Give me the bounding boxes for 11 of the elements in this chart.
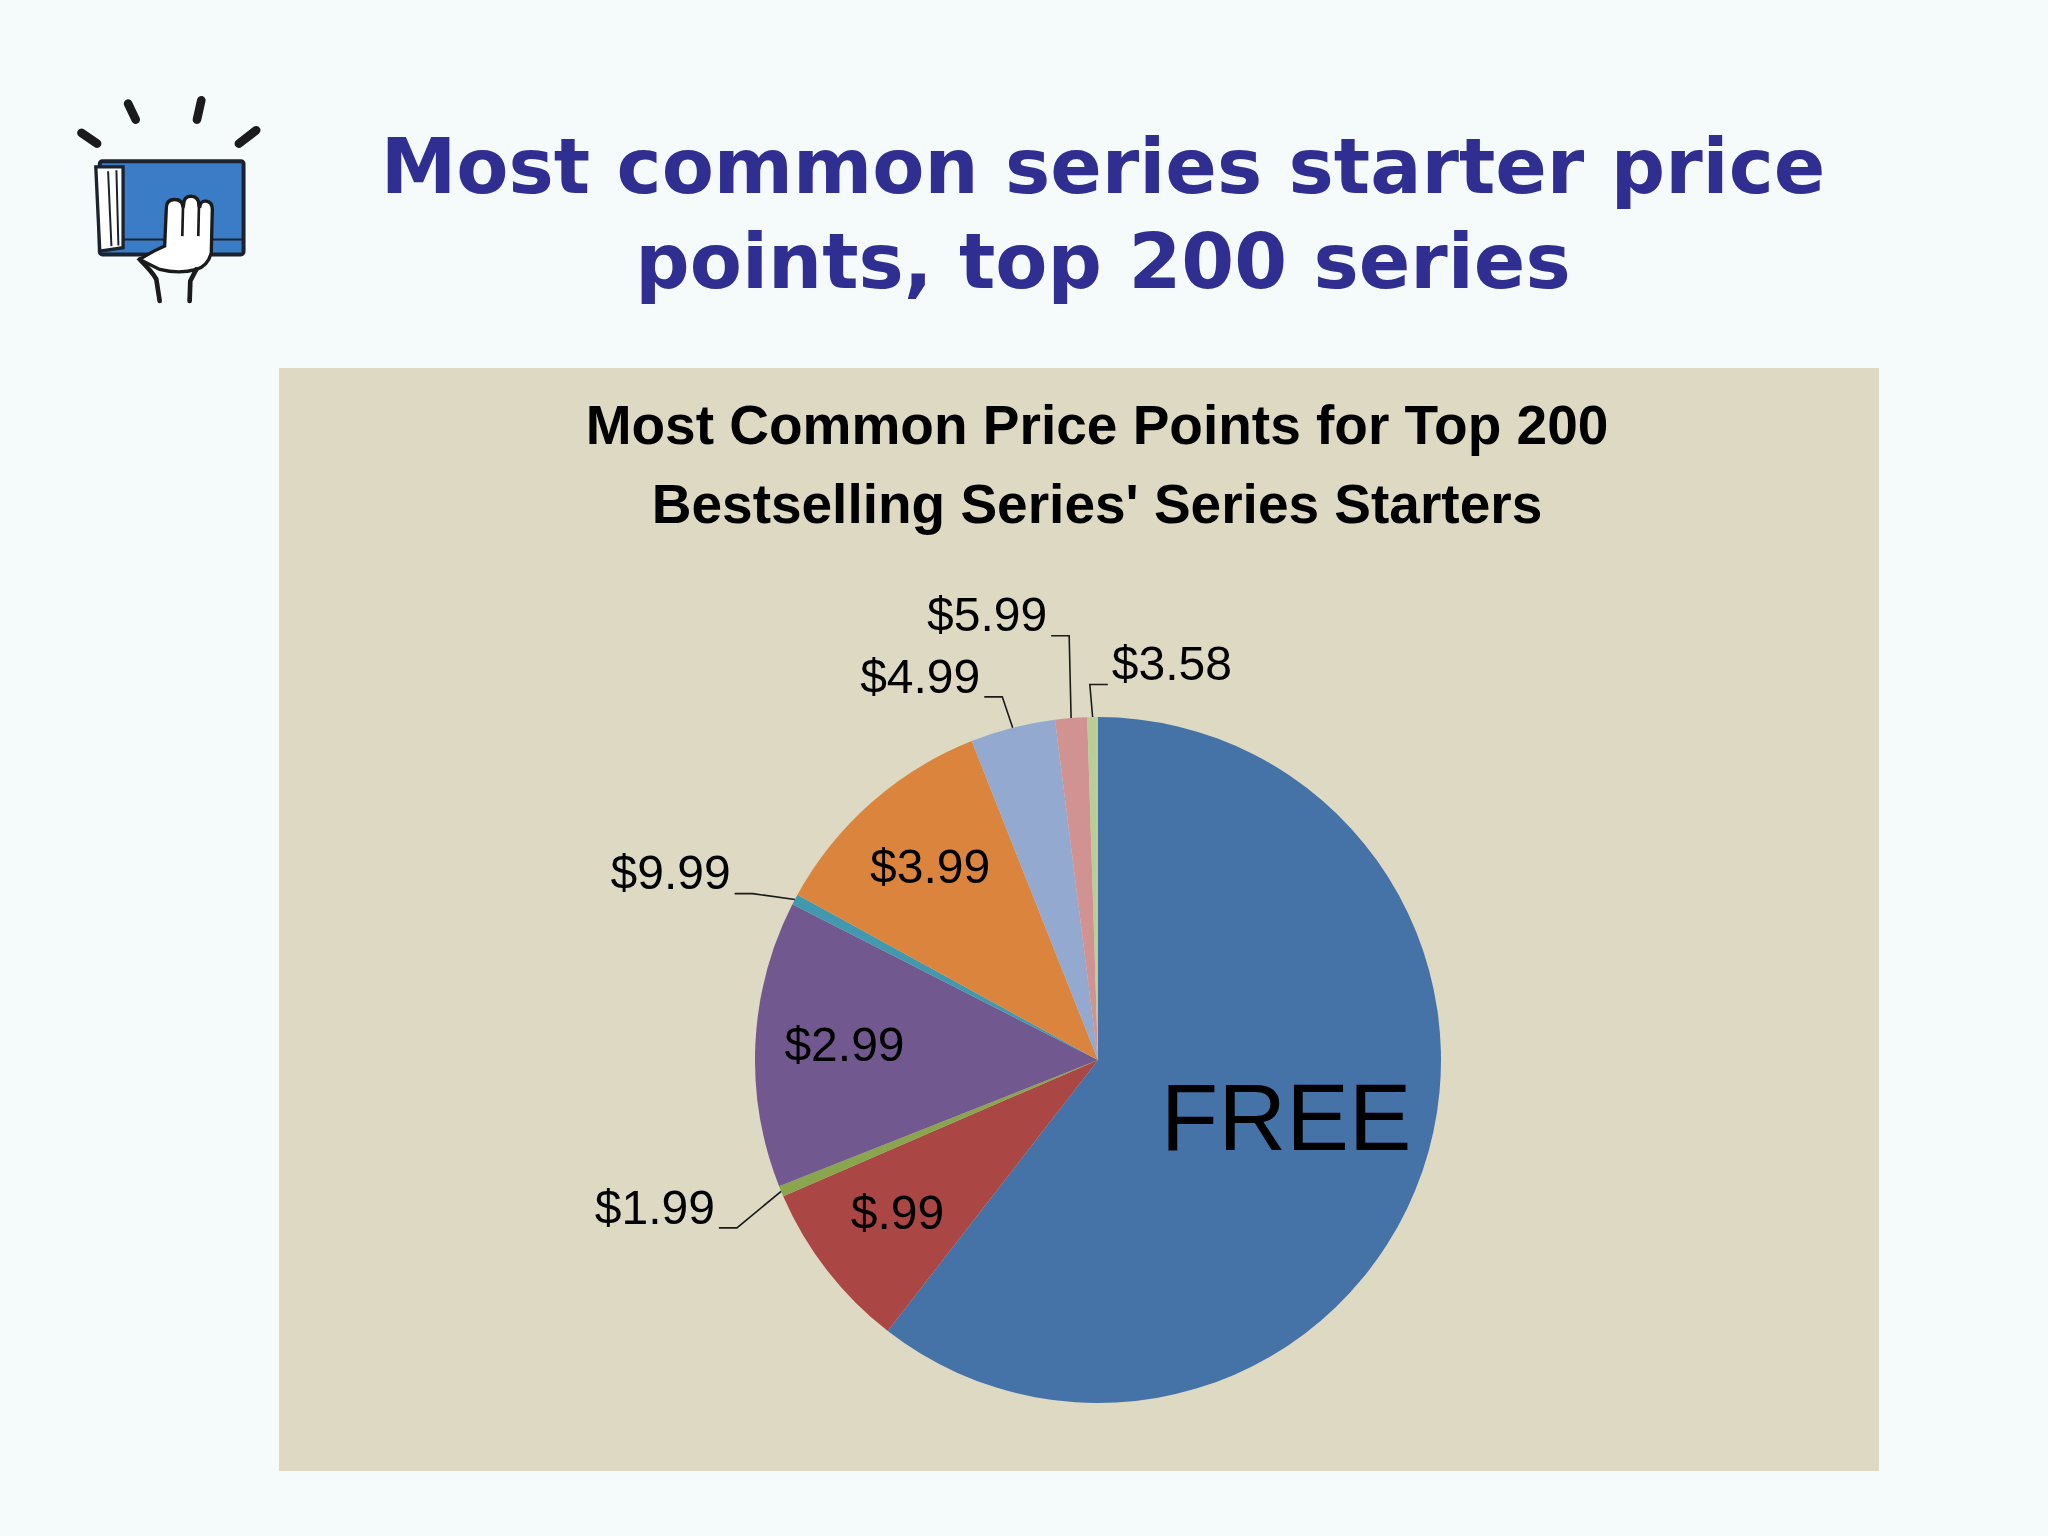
slice-label: $3.58 [1111, 637, 1232, 691]
slice-label: $9.99 [610, 846, 731, 900]
slice-label: $.99 [850, 1185, 945, 1239]
slice-label: $3.99 [870, 839, 991, 893]
slice-label: FREE [1160, 1065, 1412, 1171]
slice-label: $4.99 [860, 649, 981, 703]
chart-subtitle: Most Common Price Points for Top 200 Bestselling Series' Series Starters [584, 393, 1610, 537]
slice-label: $5.99 [927, 588, 1048, 642]
slice-label: $1.99 [594, 1180, 715, 1234]
chart-title: Most common series starter price points, top 200 series [379, 121, 1827, 308]
slice-label: $2.99 [784, 1018, 905, 1072]
